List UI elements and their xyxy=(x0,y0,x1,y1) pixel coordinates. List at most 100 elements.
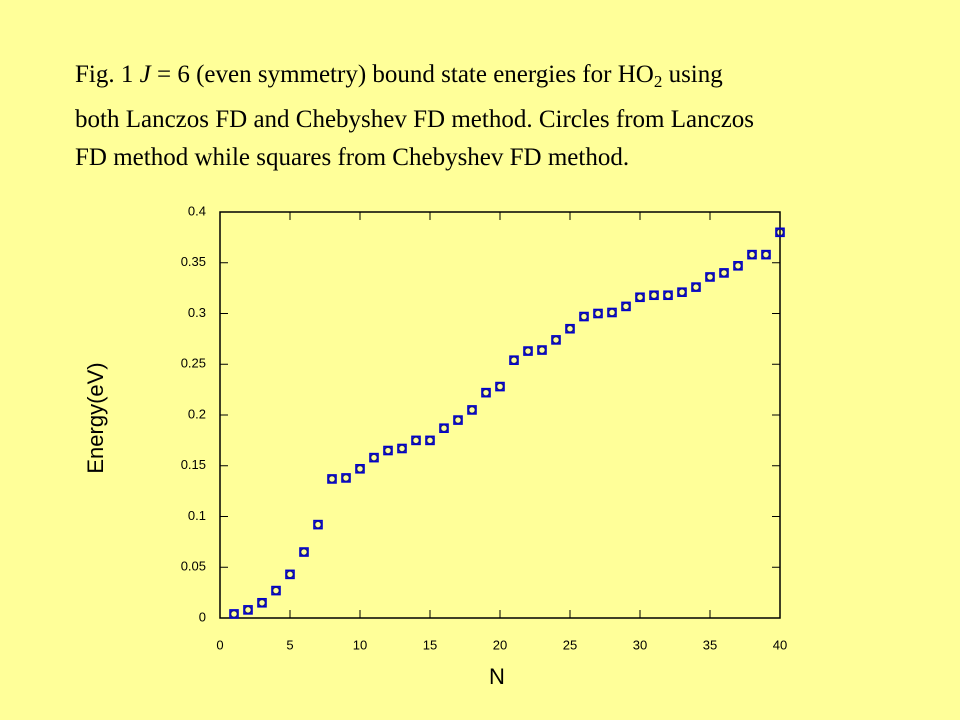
circle-marker xyxy=(355,464,365,474)
square-marker xyxy=(691,282,701,292)
y-axis-label: Energy(eV) xyxy=(83,362,108,473)
circle-marker xyxy=(719,268,729,278)
caption-text: FD method while squares from Chebyshev F… xyxy=(75,144,630,171)
square-marker xyxy=(383,445,393,456)
circle-marker xyxy=(425,436,435,445)
circle-marker xyxy=(635,292,645,302)
circle-marker xyxy=(481,388,491,397)
caption-text: = 6 (even symmetry) bound state energies… xyxy=(150,61,654,88)
y-tick-label: 0 xyxy=(199,609,206,624)
circle-marker xyxy=(607,308,617,317)
circle-marker xyxy=(299,547,309,557)
x-tick-label: 35 xyxy=(703,637,717,652)
square-marker xyxy=(481,387,491,398)
circle-marker xyxy=(733,261,743,271)
square-marker xyxy=(313,519,323,530)
x-tick-label: 15 xyxy=(423,637,437,652)
x-tick-label: 5 xyxy=(286,637,293,652)
circle-marker xyxy=(705,272,715,282)
y-tick-label: 0.1 xyxy=(188,508,206,523)
circle-marker xyxy=(453,415,463,425)
square-marker xyxy=(467,405,477,415)
caption: Fig. 1 J = 6 (even symmetry) bound state… xyxy=(75,56,754,177)
square-marker xyxy=(495,381,505,392)
circle-marker xyxy=(523,346,533,356)
square-marker xyxy=(285,569,295,580)
circle-marker xyxy=(243,605,253,615)
circle-marker xyxy=(551,335,561,345)
circle-marker xyxy=(411,436,421,445)
y-tick-label: 0.2 xyxy=(188,406,206,421)
caption-line: Fig. 1 J = 6 (even symmetry) bound state… xyxy=(75,56,754,101)
square-marker xyxy=(425,435,435,446)
plot-frame xyxy=(219,211,781,619)
square-marker xyxy=(761,249,771,260)
square-marker xyxy=(677,287,687,297)
caption-text: J xyxy=(139,61,151,88)
square-marker xyxy=(705,272,715,282)
square-marker xyxy=(565,323,575,334)
square-marker xyxy=(243,605,253,615)
square-marker xyxy=(299,547,309,557)
x-tick-label: 20 xyxy=(493,637,507,652)
caption-text: using xyxy=(662,61,723,88)
square-marker xyxy=(439,423,449,433)
square-marker xyxy=(523,346,533,356)
square-marker xyxy=(579,311,589,322)
square-marker xyxy=(229,609,239,619)
x-tick-label: 25 xyxy=(563,637,577,652)
square-marker xyxy=(257,597,267,608)
square-marker xyxy=(411,435,421,446)
x-tick-label: 30 xyxy=(633,637,647,652)
square-marker xyxy=(607,307,617,318)
circle-marker xyxy=(747,250,757,259)
circle-marker xyxy=(537,345,547,355)
x-tick-label: 0 xyxy=(216,637,223,652)
square-marker xyxy=(537,345,547,355)
square-marker xyxy=(355,463,365,474)
x-axis-label: N xyxy=(489,664,505,689)
y-tick-label: 0.15 xyxy=(181,457,206,472)
square-marker xyxy=(663,290,673,301)
circle-marker xyxy=(285,570,295,579)
square-marker xyxy=(747,249,757,260)
square-marker xyxy=(551,335,561,345)
caption-text: both Lanczos FD and Chebyshev FD method.… xyxy=(75,106,755,133)
square-marker xyxy=(719,268,729,278)
square-marker xyxy=(509,355,519,365)
circle-marker xyxy=(229,609,239,619)
circle-marker xyxy=(313,520,323,529)
square-marker xyxy=(621,301,631,312)
square-marker xyxy=(341,473,351,483)
circle-marker xyxy=(649,290,659,300)
circle-marker xyxy=(761,250,771,259)
circle-marker xyxy=(621,302,631,311)
y-tick-label: 0.35 xyxy=(181,254,206,269)
circle-marker xyxy=(677,287,687,297)
x-tick-label: 40 xyxy=(773,637,787,652)
circle-marker xyxy=(397,444,407,453)
circle-marker xyxy=(495,382,505,391)
circle-marker xyxy=(327,474,337,484)
circle-marker xyxy=(271,586,281,595)
circle-marker xyxy=(509,355,519,365)
y-tick-label: 0.25 xyxy=(181,356,206,371)
circle-marker xyxy=(467,405,477,415)
circle-marker xyxy=(439,423,449,433)
circle-marker xyxy=(369,453,379,462)
caption-text: Fig. 1 xyxy=(75,61,140,88)
circle-marker xyxy=(565,324,575,334)
square-marker xyxy=(453,415,463,425)
square-marker xyxy=(327,474,337,484)
circle-marker xyxy=(663,290,673,300)
circle-marker xyxy=(579,312,589,321)
square-marker xyxy=(649,290,659,301)
square-marker xyxy=(271,585,281,596)
square-marker xyxy=(635,292,645,303)
square-marker xyxy=(733,260,743,271)
y-tick-label: 0.05 xyxy=(181,559,206,574)
y-tick-label: 0.3 xyxy=(188,305,206,320)
square-marker xyxy=(397,443,407,454)
